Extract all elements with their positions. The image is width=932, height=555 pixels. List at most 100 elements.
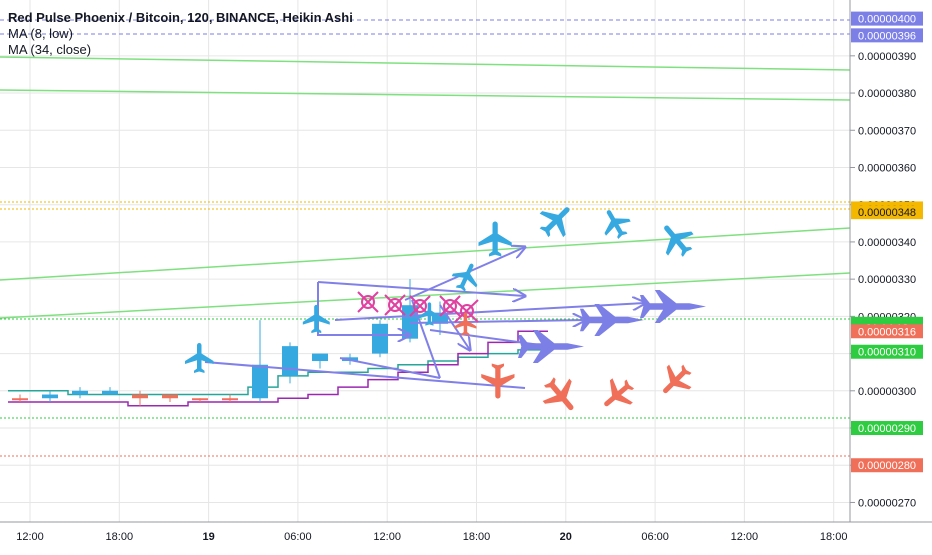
purple-jets <box>518 290 706 363</box>
x-tick-label: 12:00 <box>731 531 759 543</box>
red-plane-icon-3 <box>535 370 586 421</box>
price-label-bg <box>851 344 923 359</box>
y-tick-label: 0.00000330 <box>858 274 916 286</box>
y-tick-label: 0.00000380 <box>858 88 916 100</box>
candle-body <box>132 394 148 399</box>
price-label: 0.00000396 <box>851 28 923 43</box>
y-tick-label: 0.00000390 <box>858 51 916 63</box>
x-tick-label: 06:00 <box>641 531 669 543</box>
arrow-line-8 <box>204 361 526 389</box>
x-tick-label: 12:00 <box>16 531 44 543</box>
price-label-bg <box>851 458 923 473</box>
candle <box>12 394 28 402</box>
candle <box>222 394 238 402</box>
chart-grid <box>0 0 850 522</box>
price-label: 0.00000310 <box>851 344 923 359</box>
candle-body <box>282 346 298 376</box>
x-tick-label: 19 <box>202 531 214 543</box>
candle <box>372 320 388 358</box>
purple-jet-icon-2 <box>640 290 706 323</box>
arrow-drawings <box>204 247 645 389</box>
price-label-text: 0.00000396 <box>858 30 916 42</box>
arrow-path-1 <box>317 282 410 335</box>
trend-line-rising-2 <box>0 272 851 319</box>
purple-jet-icon-1 <box>580 304 644 336</box>
candle <box>72 387 88 399</box>
indicator-ma-low: MA (8, low) <box>8 26 74 41</box>
candle-body <box>222 398 238 401</box>
candle-body <box>252 364 268 399</box>
chart-title: Red Pulse Phoenix / Bitcoin, 120, BINANC… <box>8 10 353 25</box>
price-label-text: 0.00000400 <box>858 14 916 26</box>
price-label-text: 0.00000316 <box>858 326 916 338</box>
candle-body <box>72 390 88 395</box>
candle <box>102 387 118 395</box>
red-plane-icon-2 <box>481 363 515 399</box>
blue-plane-icon-4 <box>448 258 485 296</box>
candle <box>132 390 148 406</box>
y-tick-label: 0.00000370 <box>858 125 916 137</box>
y-axis-ticks: 0.00000270 0.00000280 0.00000290 0.00000300… <box>850 51 916 509</box>
x-tick-label: 20 <box>560 531 572 543</box>
x-mark-1 <box>357 291 379 313</box>
price-label-bg <box>851 11 923 26</box>
x-tick-label: 18:00 <box>106 531 134 543</box>
price-label: 0.00000348 <box>851 205 923 220</box>
candle-body <box>42 394 58 399</box>
candle <box>312 353 328 369</box>
trend-lines <box>0 56 851 319</box>
candle-body <box>162 394 178 399</box>
price-level-lines <box>0 19 850 457</box>
y-tick-label: 0.00000360 <box>858 162 916 174</box>
arrow-path-2 <box>317 281 525 296</box>
y-tick-label: 0.00000300 <box>858 386 916 398</box>
red-planes <box>454 312 699 421</box>
candle-body <box>372 323 388 354</box>
trend-line-rising-1 <box>0 227 851 281</box>
candle <box>192 398 208 402</box>
candle-body <box>192 398 208 401</box>
x-tick-label: 12:00 <box>373 531 401 543</box>
y-tick-label: 0.00000270 <box>858 497 916 509</box>
x-tick-label: 18:00 <box>463 531 491 543</box>
price-label-bg <box>851 205 923 220</box>
price-label: 0.00000316 <box>851 324 923 339</box>
price-label-text: 0.00000310 <box>858 347 916 359</box>
red-plane-icon-5 <box>652 357 699 404</box>
price-label: 0.00000400 <box>851 11 923 26</box>
x-tick-label: 06:00 <box>284 531 312 543</box>
y-tick-label: 0.00000340 <box>858 237 916 249</box>
pink-x-marks <box>357 291 479 323</box>
x-axis-ticks: 12:00 18:00 19 06:00 12:00 18:00 20 06:00 12:00 1… <box>16 531 847 543</box>
ma-close-line <box>8 349 548 396</box>
ma-low-line <box>8 330 548 407</box>
trend-line-upper-2 <box>0 89 851 101</box>
blue-plane-icon-3 <box>478 221 512 257</box>
arrow-line-4 <box>409 320 585 323</box>
price-label-bg <box>851 28 923 43</box>
chart-legend: Red Pulse Phoenix / Bitcoin, 120, BINANC… <box>8 10 353 58</box>
arrow-line-10 <box>411 299 441 379</box>
x-mark-4 <box>439 295 461 317</box>
candle-body <box>102 390 118 395</box>
price-labels: 0.000004000.000003960.000003490.00000348… <box>851 11 923 473</box>
price-label: 0.00000290 <box>851 421 923 436</box>
candle <box>42 390 58 402</box>
price-label-text: 0.00000280 <box>858 460 916 472</box>
purple-jet-icon-3 <box>518 330 584 363</box>
x-mark-5 <box>454 299 479 323</box>
price-label-text: 0.00000348 <box>858 207 916 219</box>
blue-plane-icon-1 <box>185 343 214 373</box>
x-mark-2 <box>384 294 406 316</box>
candle <box>282 342 298 384</box>
arrow-line-3 <box>334 303 645 321</box>
candle-body <box>12 398 28 401</box>
arrow-line-9 <box>339 357 441 379</box>
trend-line-upper-1 <box>0 56 851 71</box>
candle <box>252 320 268 402</box>
price-label-bg <box>851 324 923 339</box>
price-label-text: 0.00000290 <box>858 423 916 435</box>
indicator-ma-close: MA (34, close) <box>8 42 92 57</box>
